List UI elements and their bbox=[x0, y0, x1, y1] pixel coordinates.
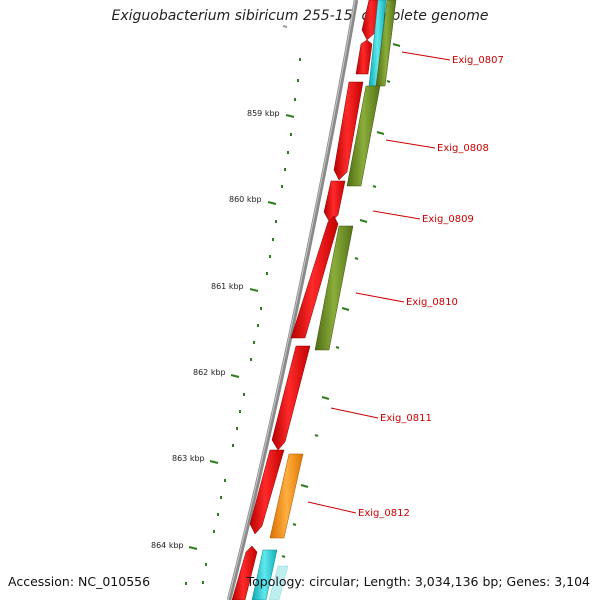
gene-label-exig-0812[interactable]: Exig_0812 bbox=[358, 508, 410, 519]
outer-gene-track bbox=[251, 0, 397, 600]
kbp-label-860: 860 kbp bbox=[229, 195, 262, 204]
accession-text: Accession: NC_010556 bbox=[8, 574, 151, 589]
gene-red-5[interactable] bbox=[290, 215, 339, 339]
outer-ticks bbox=[281, 43, 401, 558]
kbp-labels: 859 kbp 860 kbp 861 kbp 862 kbp 863 kbp … bbox=[151, 109, 280, 550]
gene-red-3[interactable] bbox=[333, 81, 364, 181]
gene-label-exig-0811[interactable]: Exig_0811 bbox=[380, 413, 432, 424]
gene-labels: Exig_0807 Exig_0808 Exig_0809 Exig_0810 … bbox=[358, 55, 504, 519]
gene-orange-1[interactable] bbox=[269, 453, 304, 539]
gene-olive-2[interactable] bbox=[346, 85, 381, 187]
gene-label-exig-0807[interactable]: Exig_0807 bbox=[452, 55, 504, 66]
gene-label-exig-0810[interactable]: Exig_0810 bbox=[406, 297, 458, 308]
scale-ruler-dots bbox=[185, 25, 301, 585]
gene-olive-3[interactable] bbox=[314, 225, 354, 351]
gene-red-6[interactable] bbox=[271, 345, 311, 451]
gene-red-8[interactable] bbox=[231, 545, 258, 600]
red-gene-track bbox=[231, 0, 383, 600]
gene-olive-1[interactable] bbox=[375, 0, 397, 87]
kbp-label-861: 861 kbp bbox=[211, 282, 244, 291]
kbp-label-862: 862 kbp bbox=[193, 368, 226, 377]
gene-red-7[interactable] bbox=[249, 449, 285, 535]
gene-label-exig-0808[interactable]: Exig_0808 bbox=[437, 143, 489, 154]
kbp-label-859: 859 kbp bbox=[247, 109, 280, 118]
genome-backbone-highlight bbox=[227, 0, 356, 600]
gene-label-leaders bbox=[307, 51, 451, 514]
gene-cyan-2[interactable] bbox=[251, 549, 278, 600]
major-ticks bbox=[188, 114, 295, 550]
gene-label-exig-0809[interactable]: Exig_0809 bbox=[422, 214, 474, 225]
genome-backbone bbox=[226, 0, 359, 600]
gene-red-2[interactable] bbox=[355, 39, 373, 75]
gene-lightcyan-1[interactable] bbox=[268, 565, 289, 600]
kbp-label-864: 864 kbp bbox=[151, 541, 184, 550]
kbp-label-863: 863 kbp bbox=[172, 454, 205, 463]
topology-text: Topology: circular; Length: 3,034,136 bp… bbox=[246, 574, 590, 589]
